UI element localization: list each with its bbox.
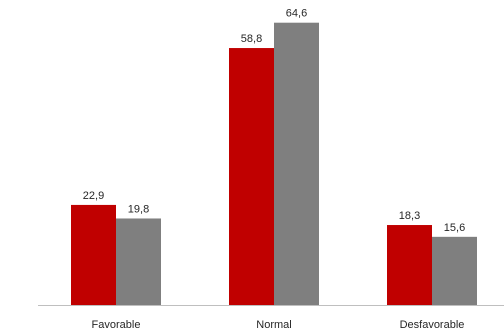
category-label-desfavorable: Desfavorable bbox=[400, 319, 465, 331]
data-label-normal-series-2: 64,6 bbox=[286, 8, 307, 20]
bar-favorable-series-2 bbox=[116, 218, 161, 305]
data-label-desfavorable-series-2: 15,6 bbox=[444, 222, 465, 234]
data-label-normal-series-1: 58,8 bbox=[241, 33, 262, 45]
category-labels-layer: Favorable Normal Desfavorable bbox=[92, 319, 465, 331]
bars-layer bbox=[71, 22, 477, 306]
category-label-normal: Normal bbox=[256, 319, 291, 331]
data-labels-layer: 22,9 19,8 58,8 64,6 18,3 15,6 bbox=[83, 8, 465, 234]
bar-normal-series-2 bbox=[274, 22, 319, 306]
data-label-favorable-series-1: 22,9 bbox=[83, 190, 104, 202]
bar-desfavorable-series-1 bbox=[387, 225, 432, 305]
data-label-favorable-series-2: 19,8 bbox=[128, 203, 149, 215]
bar-normal-series-1 bbox=[229, 48, 274, 305]
bar-favorable-series-1 bbox=[71, 204, 116, 305]
data-label-desfavorable-series-1: 18,3 bbox=[399, 210, 420, 222]
category-label-favorable: Favorable bbox=[92, 319, 141, 331]
bar-desfavorable-series-2 bbox=[432, 236, 477, 305]
